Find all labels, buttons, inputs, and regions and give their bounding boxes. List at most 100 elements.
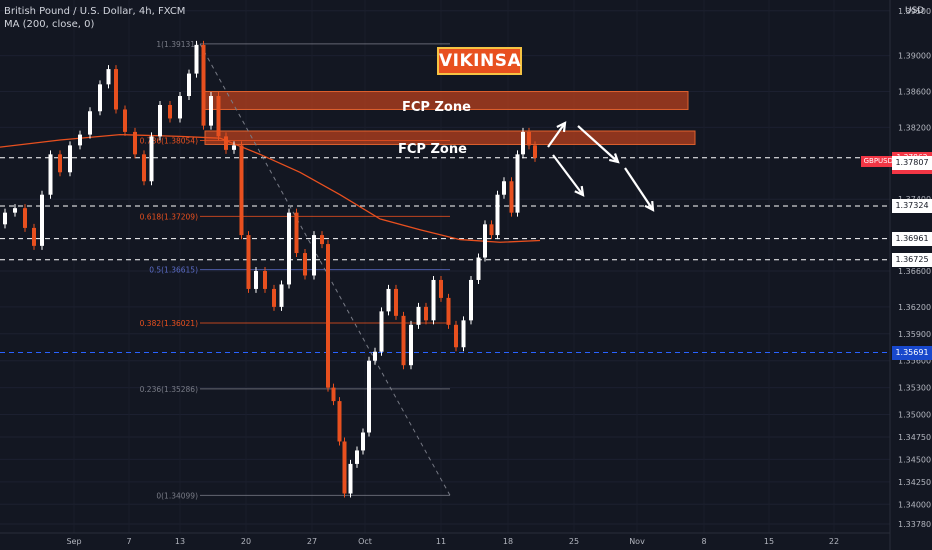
candle-body: [78, 134, 82, 146]
x-tick-label: 8: [701, 537, 706, 546]
candle-body: [272, 288, 276, 307]
candle-body: [142, 154, 146, 182]
candle-body: [88, 111, 92, 135]
y-tick-label: 1.35000: [898, 411, 931, 420]
y-tick-label: 1.35300: [898, 384, 931, 393]
candle-body: [263, 270, 267, 289]
candle-body: [326, 244, 330, 388]
candle-body: [224, 136, 228, 150]
candle-body: [515, 154, 520, 213]
x-tick-label: 27: [307, 537, 317, 546]
symbol-title: British Pound / U.S. Dollar, 4h, FXCM: [4, 6, 186, 17]
candle-body: [3, 212, 7, 225]
forecast-arrow: [547, 122, 566, 148]
x-tick-label: 15: [764, 537, 774, 546]
arrow-head-icon: [574, 185, 585, 197]
candle-body: [521, 131, 525, 155]
candle-body: [68, 145, 72, 173]
candle-body: [337, 401, 342, 442]
candle-body: [13, 208, 17, 213]
candle-body: [446, 297, 451, 325]
candle-body: [355, 450, 359, 464]
x-tick-label: 20: [241, 537, 251, 546]
forecast-arrow: [577, 125, 619, 163]
candle-body: [294, 212, 299, 254]
y-tick-label: 1.34250: [898, 478, 931, 487]
candle-body: [209, 96, 213, 126]
candle-body: [23, 208, 27, 228]
x-tick-label: 18: [503, 537, 513, 546]
candle-body: [373, 351, 377, 361]
y-tick-label: 1.34500: [898, 455, 931, 464]
indicator-label: MA (200, close, 0): [4, 19, 95, 30]
fib-level-label: 0.236(1.35286): [140, 385, 198, 394]
candle-body: [409, 324, 413, 366]
fib-level-label: 0.382(1.36021): [140, 319, 198, 328]
y-tick-label: 1.39000: [898, 52, 931, 61]
fib-level-label: 0.618(1.37209): [140, 212, 198, 221]
candle-body: [489, 224, 494, 236]
y-tick-label: 1.34750: [898, 433, 931, 442]
candle-body: [461, 320, 466, 348]
y-tick-label: 1.38600: [898, 88, 931, 97]
price-tag: 1.35691: [892, 345, 932, 360]
x-tick-label: 25: [569, 537, 579, 546]
candle-body: [32, 227, 36, 246]
forecast-arrow: [552, 154, 584, 196]
candle-body: [178, 96, 182, 119]
candle-body: [279, 284, 284, 307]
candle-body: [239, 145, 244, 236]
candle-body: [495, 194, 500, 236]
fib-level-label: 0.786(1.38054): [140, 137, 198, 146]
arrow-head-icon: [556, 121, 567, 133]
candle-body: [367, 360, 371, 433]
candle-body: [469, 279, 473, 321]
candle-body: [454, 324, 458, 348]
y-tick-label: 1.36200: [898, 303, 931, 312]
candle-body: [527, 131, 531, 146]
price-tag: 1.36725: [892, 252, 932, 267]
candle-body: [303, 253, 307, 276]
candle-body: [348, 463, 353, 494]
y-tick-label: 1.35600: [898, 357, 931, 366]
candle-body: [194, 44, 199, 74]
candle-body: [114, 69, 118, 110]
candle-body: [123, 109, 127, 132]
x-tick-label: 13: [175, 537, 185, 546]
x-tick-label: 7: [126, 537, 131, 546]
candle-body: [254, 270, 258, 289]
candle-body: [320, 235, 324, 245]
candle-body: [342, 441, 347, 494]
fib-trend-line: [199, 43, 451, 496]
y-tick-label: 1.39500: [898, 7, 931, 16]
candle-body: [106, 69, 111, 85]
candle-body: [133, 131, 137, 155]
price-tag: 1.37324: [892, 199, 932, 214]
y-tick-label: 1.38200: [898, 123, 931, 132]
candle-body: [149, 136, 154, 182]
candle-body: [379, 311, 384, 352]
x-tick-label: 22: [829, 537, 839, 546]
candle-body: [401, 315, 406, 366]
ma-200-line: [0, 133, 541, 243]
y-tick-label: 1.33780: [898, 520, 931, 529]
candle-body: [502, 181, 506, 195]
candle-body: [48, 154, 53, 195]
candle-body: [187, 73, 191, 97]
candle-body: [98, 84, 102, 112]
price-tag: 1.37807: [892, 155, 932, 170]
candle-body: [201, 44, 206, 126]
x-tick-label: Nov: [629, 537, 645, 546]
candle-body: [168, 104, 172, 119]
x-tick-label: Sep: [66, 537, 81, 546]
x-tick-label: 11: [436, 537, 446, 546]
fcp-zone-label-upper: FCP Zone: [402, 100, 471, 115]
forecast-arrow: [624, 167, 654, 211]
candle-body: [394, 288, 398, 316]
candle-body: [158, 104, 162, 137]
candle-body: [416, 306, 421, 325]
x-tick-label: Oct: [358, 537, 372, 546]
candle-body: [232, 145, 236, 150]
candle-body: [361, 432, 365, 451]
